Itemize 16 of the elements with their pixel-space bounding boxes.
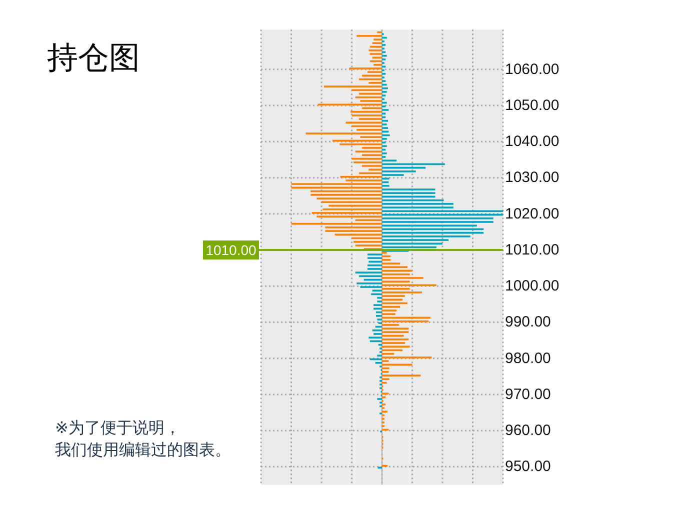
y-tick-label: 1050.00 bbox=[505, 96, 560, 114]
y-tick-label: 950.00 bbox=[505, 458, 551, 476]
y-tick-label: 1020.00 bbox=[505, 205, 560, 222]
y-tick-label: 990.00 bbox=[505, 314, 551, 331]
y-tick-label: 1000.00 bbox=[505, 278, 560, 295]
y-tick-label: 1010.00 bbox=[505, 241, 560, 258]
y-tick-label: 970.00 bbox=[505, 386, 551, 403]
y-tick-label: 980.00 bbox=[505, 350, 551, 367]
ref-line-label: 1010.00 bbox=[206, 242, 257, 258]
y-tick-label: 1040.00 bbox=[505, 133, 560, 150]
y-tick-label: 1060.00 bbox=[505, 60, 560, 78]
annotation: 我们使用编辑过的图表。 bbox=[55, 442, 231, 459]
y-tick-label: 960.00 bbox=[505, 422, 551, 440]
title: 持仓图 bbox=[47, 40, 140, 75]
y-tick-label: 1030.00 bbox=[505, 169, 560, 186]
annotation: ※为了便于说明， bbox=[55, 420, 180, 437]
